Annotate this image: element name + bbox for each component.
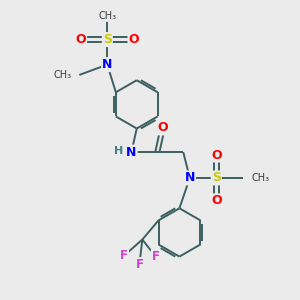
Text: S: S: [103, 33, 112, 46]
Text: O: O: [211, 148, 222, 161]
Text: F: F: [152, 250, 160, 263]
Text: F: F: [135, 258, 143, 271]
Text: CH₃: CH₃: [54, 70, 72, 80]
Text: CH₃: CH₃: [252, 173, 270, 183]
Text: H: H: [115, 146, 124, 156]
Text: O: O: [76, 33, 86, 46]
Text: N: N: [102, 58, 112, 71]
Text: O: O: [211, 194, 222, 207]
Text: N: N: [126, 146, 136, 159]
Text: S: S: [212, 172, 221, 184]
Text: O: O: [128, 33, 139, 46]
Text: O: O: [157, 122, 168, 134]
Text: N: N: [184, 172, 195, 184]
Text: CH₃: CH₃: [98, 11, 116, 21]
Text: F: F: [120, 249, 128, 262]
